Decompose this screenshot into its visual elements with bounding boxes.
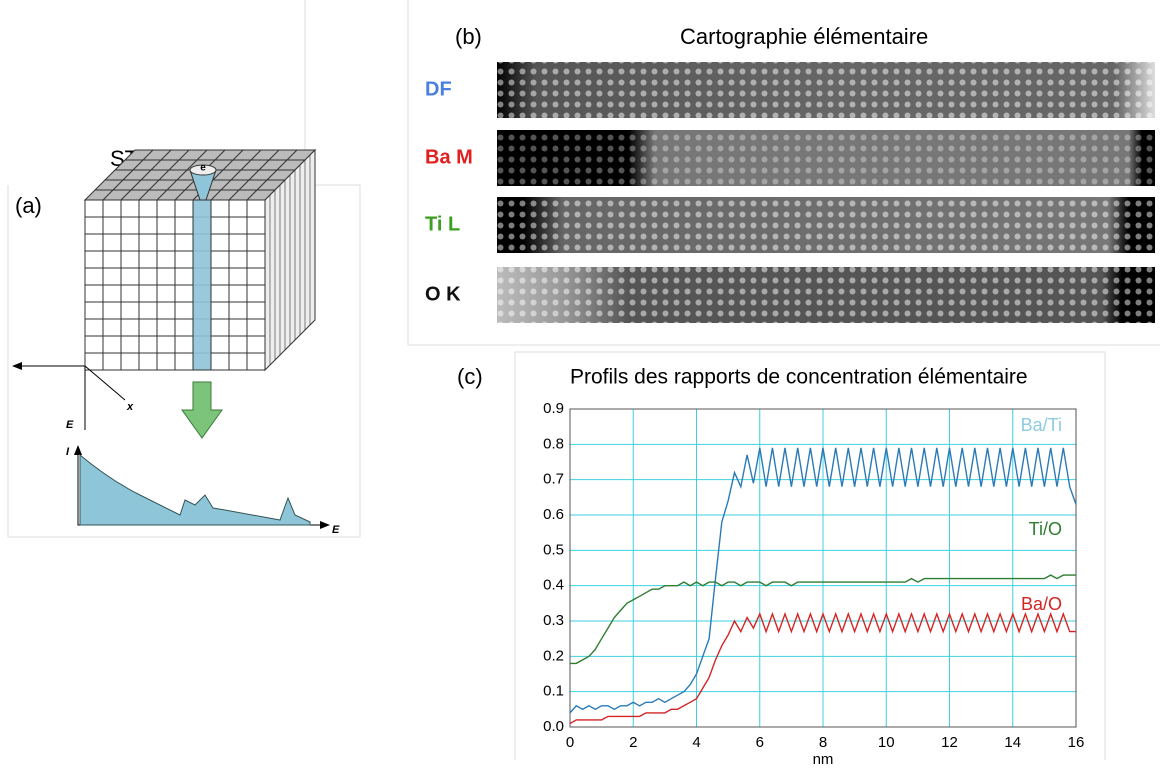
y-tick-label: 0.3: [543, 612, 564, 629]
axis-label: E: [66, 419, 74, 431]
map-texture: [497, 62, 1155, 118]
arrow-head: [12, 362, 22, 370]
y-tick-label: 0.4: [543, 577, 564, 594]
x-tick-label: 16: [1068, 734, 1085, 751]
panel-letter: (c): [457, 364, 483, 389]
axis-label: I: [66, 446, 70, 458]
map-texture: [497, 267, 1155, 323]
series-label: Ba/Ti: [1021, 415, 1062, 435]
x-tick-label: 12: [941, 734, 958, 751]
x-axis-label: nm: [813, 751, 834, 768]
y-tick-label: 0.8: [543, 435, 564, 452]
arrow-head: [320, 521, 330, 529]
x-tick-label: 8: [819, 734, 827, 751]
maps: DF Ba M Ti L O K: [425, 62, 1155, 323]
map-label: Ba M: [425, 146, 473, 168]
chart-title: Profils des rapports de concentration él…: [570, 366, 1028, 389]
y-tick-label: 0.5: [543, 541, 564, 558]
panel-letter: (b): [455, 24, 482, 49]
x-tick-label: 14: [1004, 734, 1021, 751]
map-texture: [497, 197, 1155, 253]
series-line: [569, 447, 1077, 714]
beam-label: e: [200, 163, 206, 174]
arrow: [181, 381, 223, 439]
y-tick-label: 0.0: [543, 718, 564, 735]
series-label: Ba/O: [1021, 594, 1062, 614]
spectrum: [79, 453, 311, 526]
y-tick-label: 0.9: [543, 400, 564, 417]
map-label: Ti L: [425, 213, 460, 235]
series-line: [569, 611, 1076, 725]
plot-frame: [569, 408, 1077, 728]
axis-label: x: [126, 401, 134, 413]
x-tick-label: 6: [756, 734, 764, 751]
panel-frame: [514, 351, 1106, 760]
map-texture: [497, 130, 1155, 186]
x-tick-label: 0: [566, 734, 574, 751]
x-tick-label: 10: [878, 734, 895, 751]
series-line: [570, 574, 1076, 665]
axis-label: E: [332, 524, 340, 536]
x-tick-label: 4: [692, 734, 700, 751]
panel-letter: (a): [15, 193, 42, 218]
plot: 0.0 0.1 0.2 0.3 0.4 0.5 0.6 0.7 0.8 0.9 0 2 4 6 8 10 12 1…: [543, 400, 1084, 751]
y-tick-label: 0.7: [543, 471, 564, 488]
map-label: O K: [425, 283, 461, 305]
cube: [83, 148, 317, 372]
y-tick-label: 0.6: [543, 506, 564, 523]
panel-frame: [407, 0, 1160, 346]
arrow-head: [74, 445, 82, 455]
x-tick-label: 2: [629, 734, 637, 751]
panel-title: Cartographie élémentaire: [680, 24, 928, 49]
y-tick-label: 0.2: [543, 647, 564, 664]
axis-arrow: [84, 365, 126, 430]
map-label: DF: [425, 78, 452, 100]
series-label: Ti/O: [1029, 519, 1062, 539]
y-tick-label: 0.1: [543, 683, 564, 700]
